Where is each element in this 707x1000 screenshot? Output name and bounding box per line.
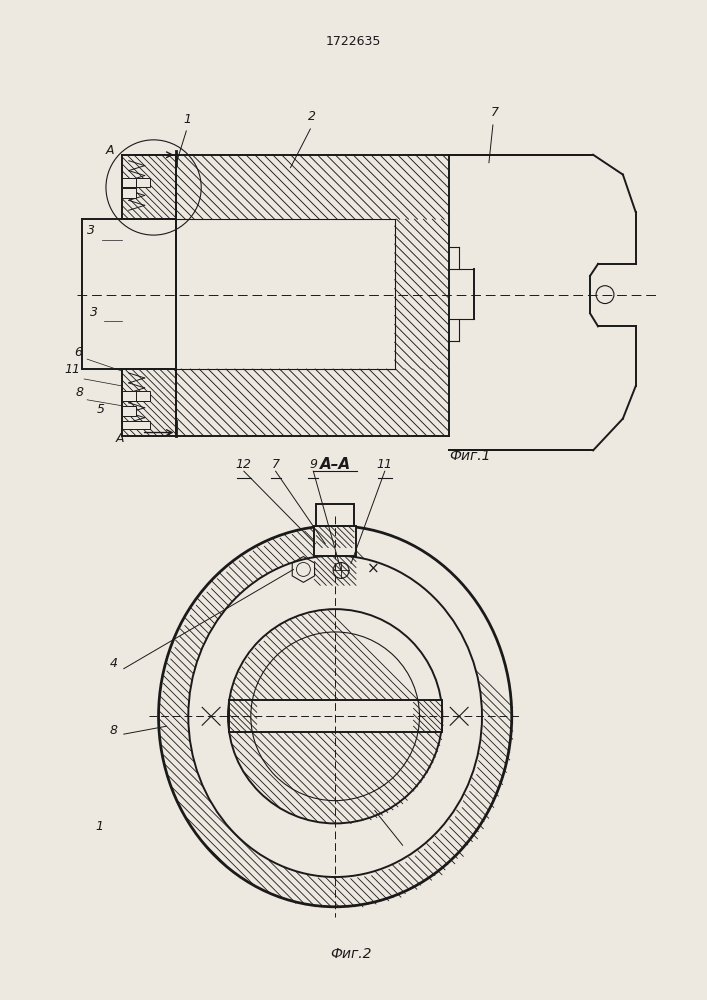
Text: 7: 7 — [491, 106, 499, 119]
Bar — [136, 178, 150, 187]
Bar — [122, 421, 150, 429]
Text: 7: 7 — [271, 458, 279, 471]
Text: 9: 9 — [310, 458, 317, 471]
Text: 1722635: 1722635 — [325, 35, 380, 48]
Text: 3: 3 — [90, 306, 98, 319]
Text: А: А — [116, 432, 124, 445]
Bar — [122, 391, 136, 401]
Bar — [229, 700, 443, 732]
Text: 4: 4 — [110, 657, 118, 670]
Text: 8: 8 — [110, 724, 118, 737]
Text: Фиг.1: Фиг.1 — [449, 449, 491, 463]
Text: А: А — [105, 144, 114, 157]
Text: 11: 11 — [64, 363, 81, 376]
Ellipse shape — [188, 556, 482, 877]
Text: 6: 6 — [74, 346, 82, 359]
Text: 12: 12 — [236, 458, 252, 471]
Text: 8: 8 — [75, 386, 83, 399]
Text: 1: 1 — [183, 113, 192, 126]
Bar — [122, 406, 136, 416]
Text: Фиг.2: Фиг.2 — [330, 947, 372, 961]
Text: 11: 11 — [377, 458, 393, 471]
Ellipse shape — [228, 609, 443, 823]
Bar — [316, 504, 354, 526]
Bar — [136, 391, 150, 401]
Text: 15: 15 — [402, 843, 418, 856]
Bar — [122, 188, 136, 198]
Text: 5: 5 — [97, 403, 105, 416]
Text: ×: × — [366, 562, 379, 577]
Text: 2: 2 — [308, 110, 316, 123]
Text: 3: 3 — [87, 224, 95, 237]
Bar — [315, 526, 356, 556]
Text: 1: 1 — [95, 820, 103, 833]
Bar — [122, 178, 136, 187]
Text: А–А: А–А — [320, 457, 351, 472]
